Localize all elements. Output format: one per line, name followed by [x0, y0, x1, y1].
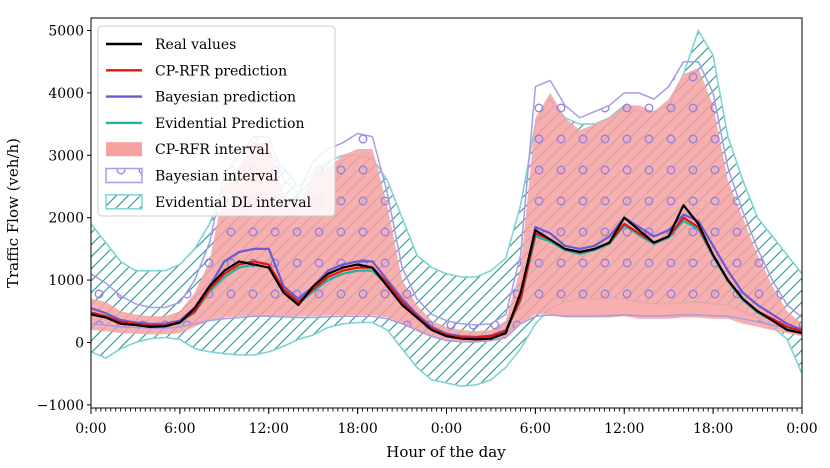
- x-axis-label: Hour of the day: [386, 443, 506, 461]
- y-tick-label: 5000: [48, 23, 84, 39]
- x-minor-ticks: [90, 408, 803, 412]
- bayesian-interval-lower: [91, 314, 802, 343]
- legend-item-cp-rfr-prediction: CP-RFR prediction: [106, 63, 287, 79]
- legend-label: Bayesian prediction: [155, 90, 296, 106]
- legend-swatch: [105, 194, 143, 210]
- legend-item-evidential-prediction: Evidential Prediction: [106, 116, 304, 132]
- legend-box: [97, 25, 336, 217]
- prediction-lines: [91, 204, 802, 341]
- x-tick-label: 18:00: [693, 421, 733, 437]
- y-tick-label: 3000: [48, 148, 84, 164]
- y-axis-label: Traffic Flow (veh/h): [4, 138, 22, 288]
- legend-swatch: [105, 167, 143, 184]
- legend-item-evidential-dl-interval: Evidential DL interval: [105, 194, 312, 211]
- x-tick-label: 0:00: [75, 421, 106, 437]
- legend-item-real-values: Real values: [106, 37, 236, 53]
- bayesian-interval-upper: [91, 60, 802, 326]
- x-tick-label: 0:00: [431, 421, 462, 437]
- legend-item-bayesian-prediction: Bayesian prediction: [106, 90, 296, 106]
- legend-label: Evidential DL interval: [155, 195, 312, 211]
- interval-bands: [91, 28, 802, 388]
- x-tick-label: 12:00: [249, 421, 289, 437]
- x-tick-label: 0:00: [786, 421, 817, 437]
- legend-label: CP-RFR interval: [155, 142, 270, 158]
- bayesian-interval-band: [91, 61, 802, 342]
- x-tick-label: 12:00: [604, 421, 644, 437]
- real-values-line: [91, 204, 802, 341]
- y-tick-label: 1000: [48, 273, 84, 289]
- y-tick-label: 4000: [48, 86, 84, 102]
- y-tick-label: 0: [75, 335, 84, 351]
- cp-rfr-prediction-line: [91, 216, 802, 339]
- x-tick-label: 18:00: [337, 421, 377, 437]
- legend-label: CP-RFR prediction: [155, 63, 287, 79]
- legend: Real values CP-RFR prediction Bayesian pre…: [97, 25, 336, 217]
- y-tick-label: −1000: [37, 398, 84, 414]
- y-axis-ticks: −1000 0 1000 2000 3000 4000 5000: [37, 23, 91, 414]
- x-tick-label: 6:00: [520, 421, 551, 437]
- x-axis-ticks: 0:00 6:00 12:00 18:00 0:00 6:00 12:00 18:00 0:00: [75, 408, 818, 437]
- x-tick-label: 6:00: [164, 421, 195, 437]
- legend-swatch: [106, 142, 142, 157]
- legend-label: Bayesian interval: [155, 169, 279, 185]
- legend-label: Real values: [155, 37, 236, 53]
- legend-item-bayesian-interval: Bayesian interval: [105, 167, 279, 185]
- y-tick-label: 2000: [48, 211, 84, 227]
- legend-label: Evidential Prediction: [155, 116, 304, 132]
- legend-item-cp-rfr-interval: CP-RFR interval: [106, 142, 270, 158]
